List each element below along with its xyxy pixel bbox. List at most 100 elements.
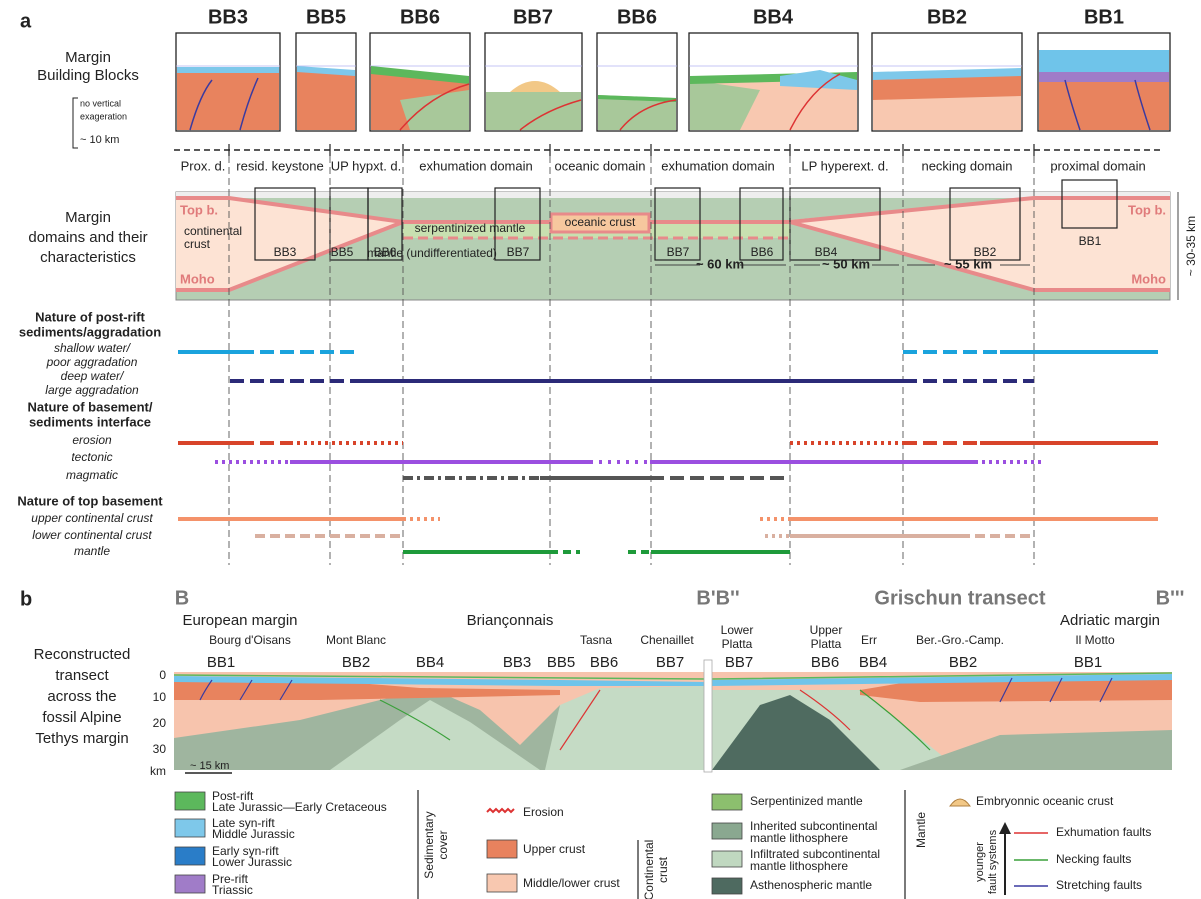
label: exhumation domain [661, 158, 774, 173]
label: serpentinized mantle [415, 221, 526, 235]
label: B'B'' [696, 587, 739, 609]
label: BB7 [513, 6, 553, 28]
label: BB1 [1079, 234, 1102, 248]
label: BB4 [859, 654, 887, 671]
label: BB2 [927, 6, 967, 28]
label: 0 [159, 668, 166, 682]
label: domains and their [28, 229, 147, 246]
label: Continental [642, 840, 656, 899]
label: characteristics [40, 249, 136, 266]
label: BB7 [667, 245, 690, 259]
label: Top b. [180, 202, 218, 217]
label: large aggradation [45, 383, 139, 397]
label: necking domain [921, 158, 1012, 173]
label: Early syn-rift [212, 844, 279, 858]
label: BB6 [374, 245, 397, 259]
label: ~ 30-35 km [1184, 216, 1198, 276]
label: BB1 [1084, 6, 1124, 28]
label: Post-rift [212, 789, 254, 803]
label: b [20, 588, 32, 610]
label: Grischun transect [874, 587, 1046, 609]
label: Triassic [212, 883, 253, 897]
layout [72, 32, 1179, 899]
label: sediments interface [29, 414, 151, 429]
label: mantle lithosphere [750, 859, 848, 873]
label: Mont Blanc [326, 633, 386, 647]
label: shallow water/ [54, 341, 132, 355]
label: Platta [722, 637, 753, 651]
label: Tethys margin [35, 730, 128, 747]
label: Adriatic margin [1060, 612, 1160, 629]
label: resid. keystone [236, 158, 323, 173]
label: Margin [65, 209, 111, 226]
label: ~ 55 km [944, 256, 992, 271]
label: Reconstructed [34, 646, 131, 663]
label: BB6 [400, 6, 440, 28]
label: Lower Jurassic [212, 855, 292, 869]
label: Late Jurassic—Early Cretaceous [212, 800, 387, 814]
label: Stretching faults [1056, 878, 1142, 892]
label: BB5 [547, 654, 575, 671]
label: ~ 60 km [696, 256, 744, 271]
label: BB5 [331, 245, 354, 259]
label: mantle [74, 544, 110, 558]
label: km [150, 764, 166, 778]
label: BB2 [949, 654, 977, 671]
label: Asthenospheric mantle [750, 878, 872, 892]
label: BB2 [342, 654, 370, 671]
label: Top b. [1128, 202, 1166, 217]
label: BB7 [725, 654, 753, 671]
label: Moho [180, 271, 215, 286]
label: across the [47, 688, 116, 705]
label: oceanic crust [565, 215, 636, 229]
label: Bourg d'Oisans [209, 633, 291, 647]
label: crust [656, 856, 670, 883]
label: UP hypxt. d. [331, 158, 402, 173]
label: transect [55, 667, 109, 684]
label: sediments/aggradation [19, 324, 161, 339]
label: BB1 [207, 654, 235, 671]
label: mantle lithosphere [750, 831, 848, 845]
label: Mantle [914, 812, 928, 848]
label: 30 [153, 742, 167, 756]
label: BB7 [507, 245, 530, 259]
label: Ber.-Gro.-Camp. [916, 633, 1004, 647]
label: oceanic domain [554, 158, 645, 173]
label: erosion [72, 433, 112, 447]
label: Il Motto [1075, 633, 1115, 647]
label: no vertical [80, 98, 121, 108]
label: younger [974, 842, 986, 882]
label: ~ 15 km [190, 760, 229, 772]
label: 10 [153, 690, 167, 704]
label: Exhumation faults [1056, 825, 1151, 839]
label: Nature of post-rift [35, 309, 145, 324]
label: Necking faults [1056, 852, 1131, 866]
label: Chenaillet [640, 633, 694, 647]
label: Middle/lower crust [523, 876, 620, 890]
label: Briançonnais [467, 612, 554, 629]
label: BB2 [974, 245, 997, 259]
label: a [20, 10, 32, 32]
label: Serpentinized mantle [750, 794, 863, 808]
label: ~ 50 km [822, 256, 870, 271]
label: poor aggradation [46, 355, 138, 369]
label: Middle Jurassic [212, 827, 295, 841]
label: continental [184, 224, 242, 238]
label: 20 [153, 716, 167, 730]
label: Sedimentary [422, 811, 436, 878]
label: LP hyperext. d. [801, 158, 888, 173]
label: exageration [80, 111, 127, 121]
label: B [175, 587, 189, 609]
label: Erosion [523, 805, 564, 819]
label: cover [436, 830, 450, 859]
label: BB6 [751, 245, 774, 259]
label: Prox. d. [181, 158, 226, 173]
label: Margin [65, 49, 111, 66]
label: BB6 [590, 654, 618, 671]
label: exhumation domain [419, 158, 532, 173]
label: BB4 [416, 654, 444, 671]
label: crust [184, 237, 211, 251]
label: B''' [1156, 587, 1185, 609]
label: Upper [810, 623, 843, 637]
